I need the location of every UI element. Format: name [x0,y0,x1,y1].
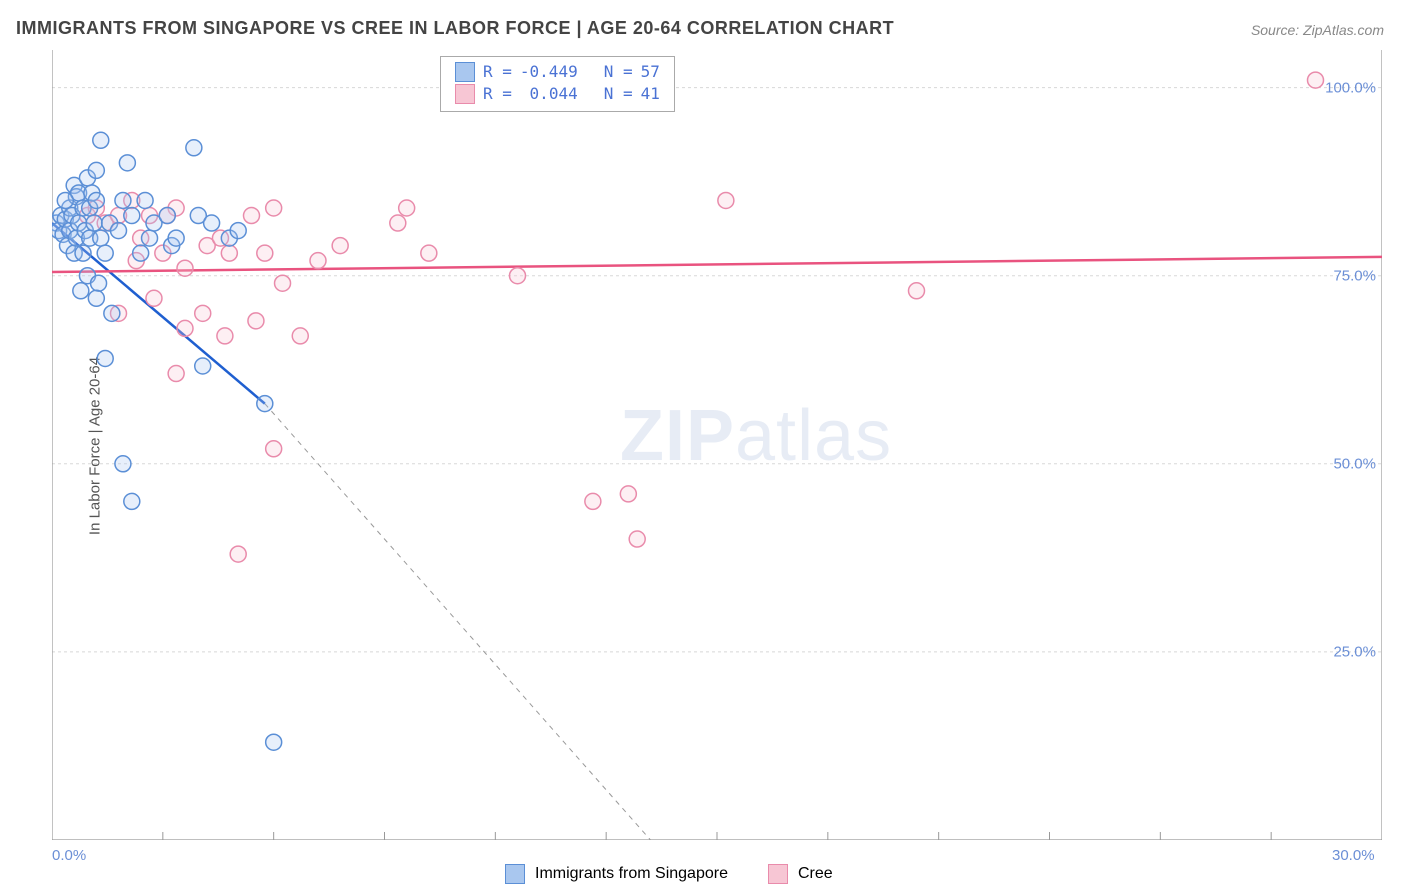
legend-series: Immigrants from Singapore Cree [505,864,833,884]
r-value-1: -0.449 [520,61,578,83]
source-label: Source: ZipAtlas.com [1251,22,1384,38]
legend-swatch-singapore [505,864,525,884]
x-tick-label: 30.0% [1332,847,1375,864]
scatter-plot [52,50,1382,840]
legend-stats-row-2: R = 0.044 N = 41 [455,83,660,105]
y-tick-label: 50.0% [1333,455,1376,472]
y-tick-label: 100.0% [1325,79,1376,96]
legend-swatch-cree [455,84,475,104]
legend-label-cree: Cree [798,865,833,883]
chart-area: 25.0%50.0%75.0%100.0%0.0%30.0% [52,50,1382,840]
chart-title: IMMIGRANTS FROM SINGAPORE VS CREE IN LAB… [16,18,894,39]
y-tick-label: 75.0% [1333,267,1376,284]
legend-swatch-singapore [455,62,475,82]
legend-label-singapore: Immigrants from Singapore [535,865,728,883]
n-label: N = [604,83,633,105]
r-value-2: 0.044 [520,83,578,105]
legend-stats-row-1: R = -0.449 N = 57 [455,61,660,83]
legend-swatch-cree [768,864,788,884]
x-tick-label: 0.0% [52,847,86,864]
y-tick-label: 25.0% [1333,643,1376,660]
n-value-2: 41 [641,83,660,105]
r-label: R = [483,61,512,83]
n-label: N = [604,61,633,83]
legend-stats: R = -0.449 N = 57 R = 0.044 N = 41 [440,56,675,112]
r-label: R = [483,83,512,105]
n-value-1: 57 [641,61,660,83]
